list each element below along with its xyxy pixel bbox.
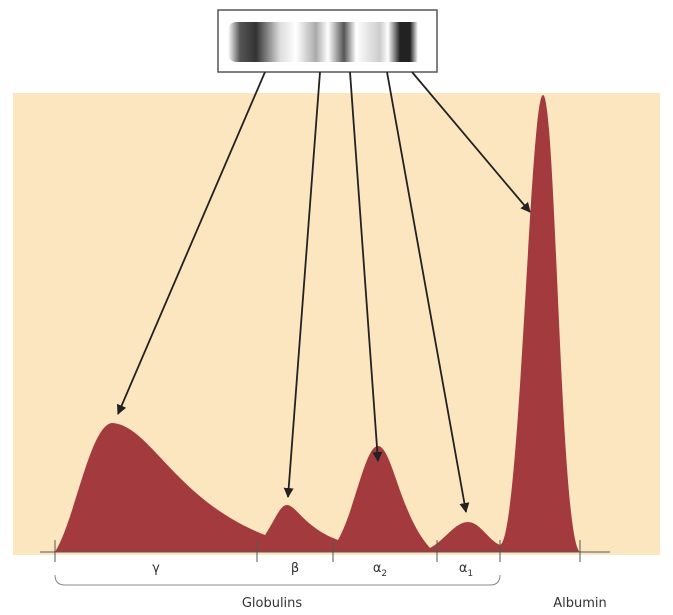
bracket — [54, 574, 501, 586]
arrows — [116, 71, 531, 513]
fraction-label: γ — [152, 561, 160, 576]
group-label: Globulins — [242, 596, 303, 611]
tick-marks — [54, 540, 581, 562]
subscript: 1 — [467, 569, 473, 579]
symbol: α — [459, 561, 468, 576]
subscript: 2 — [381, 569, 387, 579]
gel-bands — [228, 22, 428, 62]
symbol: α — [373, 561, 382, 576]
fraction-label: α2 — [373, 561, 387, 579]
fraction-label: α1 — [459, 561, 473, 579]
fraction-label: β — [291, 561, 299, 576]
density-curve — [55, 95, 580, 552]
albumin-label: Albumin — [553, 596, 607, 611]
